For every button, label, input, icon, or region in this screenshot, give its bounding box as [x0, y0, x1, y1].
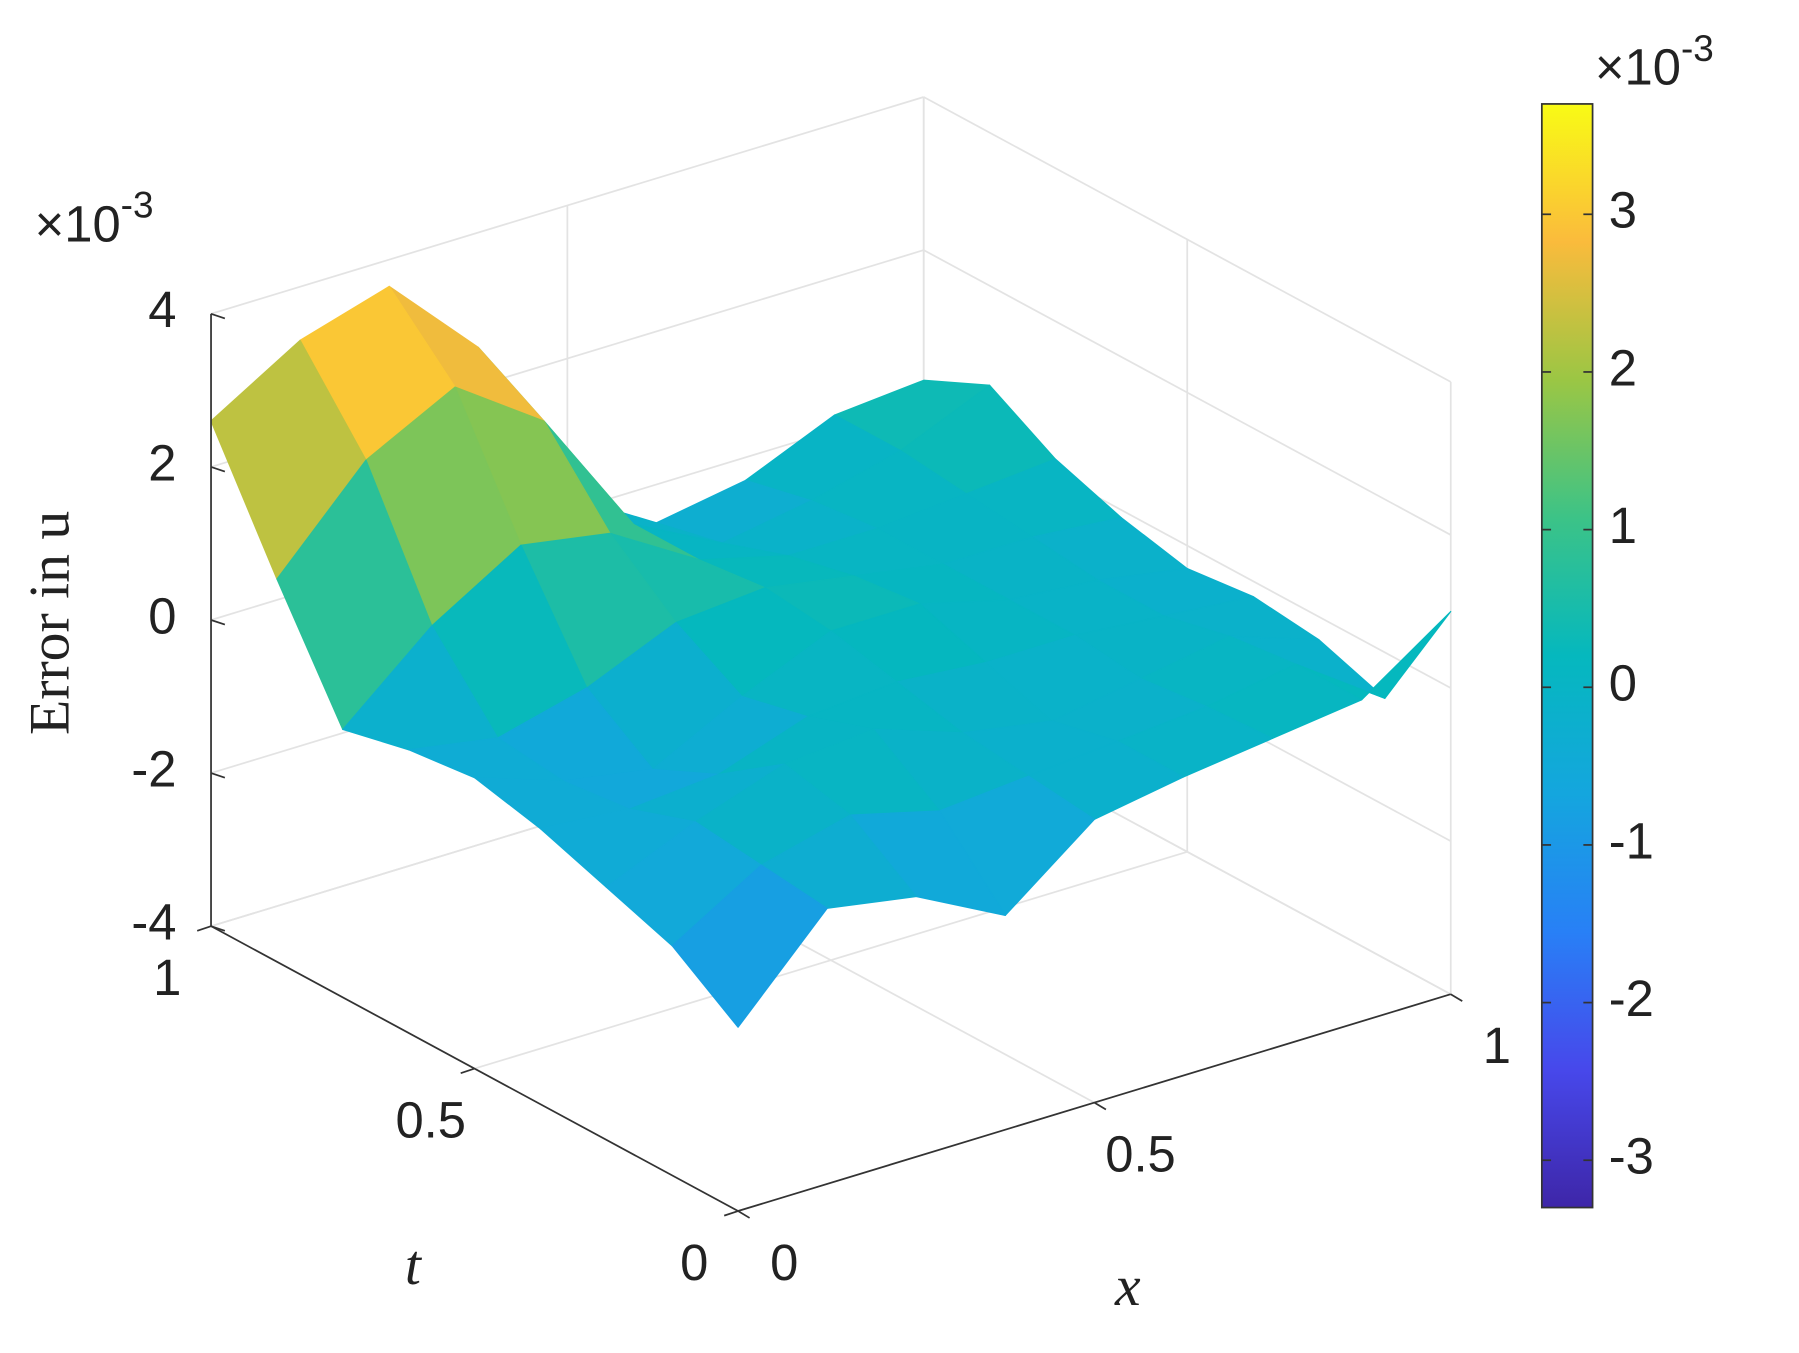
t-tick	[196, 925, 212, 932]
surface-cell	[671, 864, 828, 1028]
colorbar-tick-label: -2	[1609, 970, 1654, 1027]
z-tick	[210, 772, 226, 779]
z-tick-label: 4	[148, 281, 176, 338]
c-multiplier-exponent: -3	[1681, 28, 1714, 69]
z-tick	[210, 925, 226, 932]
z-tick	[210, 312, 226, 320]
z-tick-label: 2	[148, 434, 176, 491]
x-tick	[737, 1210, 751, 1219]
t-tick-label: 1	[153, 949, 181, 1006]
z-multiplier: ×10-3	[35, 184, 154, 252]
colorbar-tick-label: -1	[1609, 812, 1654, 869]
x-tick-label: 0.5	[1105, 1125, 1176, 1182]
t-tick	[723, 1210, 739, 1217]
z-tick-label: 0	[148, 587, 176, 644]
t-tick-label: 0.5	[395, 1091, 466, 1148]
colorbar-tick-label: 0	[1609, 655, 1637, 712]
grid-line	[474, 850, 1188, 1070]
surface	[210, 285, 1452, 1028]
z-tick-label: -2	[131, 740, 176, 797]
t-tick-label: 0	[680, 1234, 708, 1291]
colorbar-tick-label: 3	[1609, 182, 1637, 239]
axes: -4 -2 0 2 4 0 0.5 1 0 0.5 1 -3 -2 -1 0 1 2 3	[131, 103, 1654, 1291]
t-tick	[460, 1067, 475, 1075]
colorbar-tick-label: 2	[1609, 339, 1637, 396]
t-axis-label: t	[405, 1234, 423, 1297]
colorbar	[1540, 103, 1594, 1209]
x-axis-label: x	[1114, 1255, 1141, 1318]
z-tick	[210, 619, 226, 626]
colorbar-tick-label: -3	[1609, 1128, 1654, 1185]
colorbar-tick-label: 1	[1609, 497, 1637, 554]
x-tick-label: 0	[770, 1234, 798, 1291]
z-tick-label: -4	[131, 894, 176, 951]
x-tick-label: 1	[1483, 1017, 1511, 1074]
c-multiplier: ×10-3	[1595, 28, 1714, 96]
x-tick	[1093, 1101, 1107, 1111]
x-tick	[1450, 993, 1463, 1002]
c-multiplier-base: ×10	[1595, 39, 1681, 96]
axis-line	[737, 993, 1451, 1212]
z-multiplier-exponent: -3	[121, 184, 154, 225]
z-multiplier-base: ×10	[35, 196, 121, 253]
z-axis-label: Error in u	[19, 511, 82, 735]
z-tick	[210, 466, 226, 473]
